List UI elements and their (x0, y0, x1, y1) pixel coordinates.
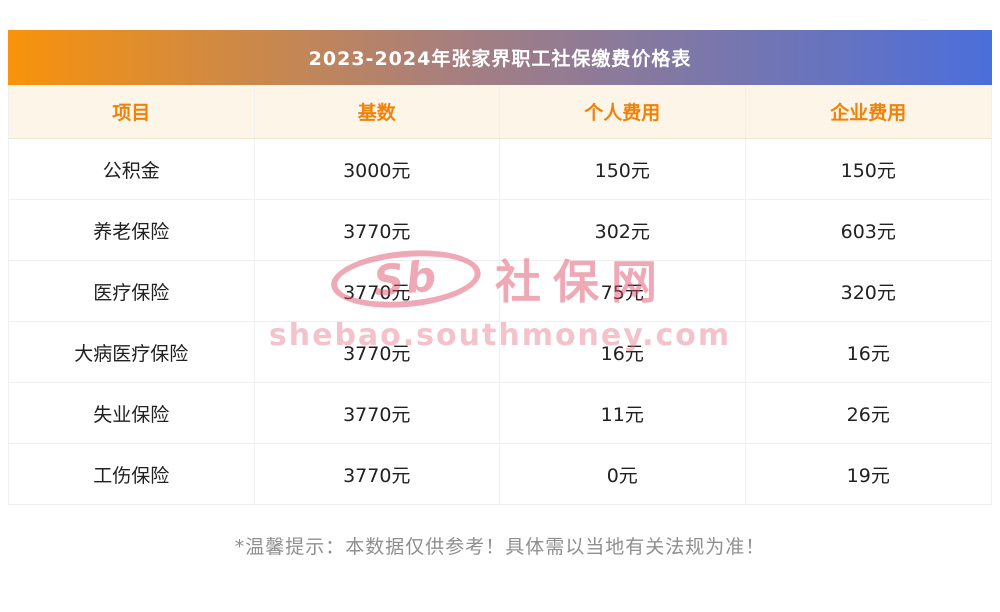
column-header-personal-fee: 个人费用 (500, 85, 746, 138)
cell-base: 3000元 (255, 139, 500, 199)
social-security-price-table: 2023-2024年张家界职工社保缴费价格表 项目 基数 个人费用 企业费用 公… (8, 30, 992, 505)
table-row: 大病医疗保险 3770元 16元 16元 (8, 322, 992, 383)
column-header-company-fee: 企业费用 (830, 102, 907, 124)
page-title: 2023-2024年张家界职工社保缴费价格表 (308, 48, 692, 70)
table-row: 公积金 3000元 150元 150元 (8, 139, 992, 200)
cell-personal-fee: 302元 (500, 200, 746, 260)
cell-personal-fee: 11元 (500, 383, 746, 443)
cell-company-fee: 320元 (840, 281, 896, 304)
cell-item: 养老保险 (9, 200, 255, 260)
cell-item: 大病医疗保险 (9, 322, 255, 382)
cell-personal-fee: 150元 (500, 139, 746, 199)
cell-personal-fee: 16元 (500, 322, 746, 382)
cell-item: 公积金 (9, 139, 255, 199)
footer-note: *温馨提示：本数据仅供参考！具体需以当地有关法规为准！ (234, 536, 766, 558)
table-row: 养老保险 3770元 302元 603元 (8, 200, 992, 261)
table-title-bar: 2023-2024年张家界职工社保缴费价格表 (8, 30, 992, 85)
table-row: 医疗保险 3770元 75元 320元 (8, 261, 992, 322)
cell-base: 3770元 (255, 383, 500, 443)
cell-company-fee: 603元 (840, 220, 896, 243)
cell-company-fee: 150元 (840, 159, 896, 182)
cell-company-fee: 26元 (846, 403, 890, 426)
table-row: 失业保险 3770元 11元 26元 (8, 383, 992, 444)
cell-item: 医疗保险 (9, 261, 255, 321)
table-row: 工伤保险 3770元 0元 19元 (8, 444, 992, 505)
cell-personal-fee: 75元 (500, 261, 746, 321)
cell-company-fee: 16元 (846, 342, 890, 365)
cell-personal-fee: 0元 (500, 444, 746, 504)
table-header-row: 项目 基数 个人费用 企业费用 (8, 85, 992, 139)
cell-item: 工伤保险 (9, 444, 255, 504)
cell-base: 3770元 (255, 200, 500, 260)
column-header-base: 基数 (255, 85, 500, 138)
cell-base: 3770元 (255, 261, 500, 321)
cell-base: 3770元 (255, 444, 500, 504)
cell-item: 失业保险 (9, 383, 255, 443)
column-header-item: 项目 (9, 85, 255, 138)
cell-base: 3770元 (255, 322, 500, 382)
cell-company-fee: 19元 (846, 464, 890, 487)
